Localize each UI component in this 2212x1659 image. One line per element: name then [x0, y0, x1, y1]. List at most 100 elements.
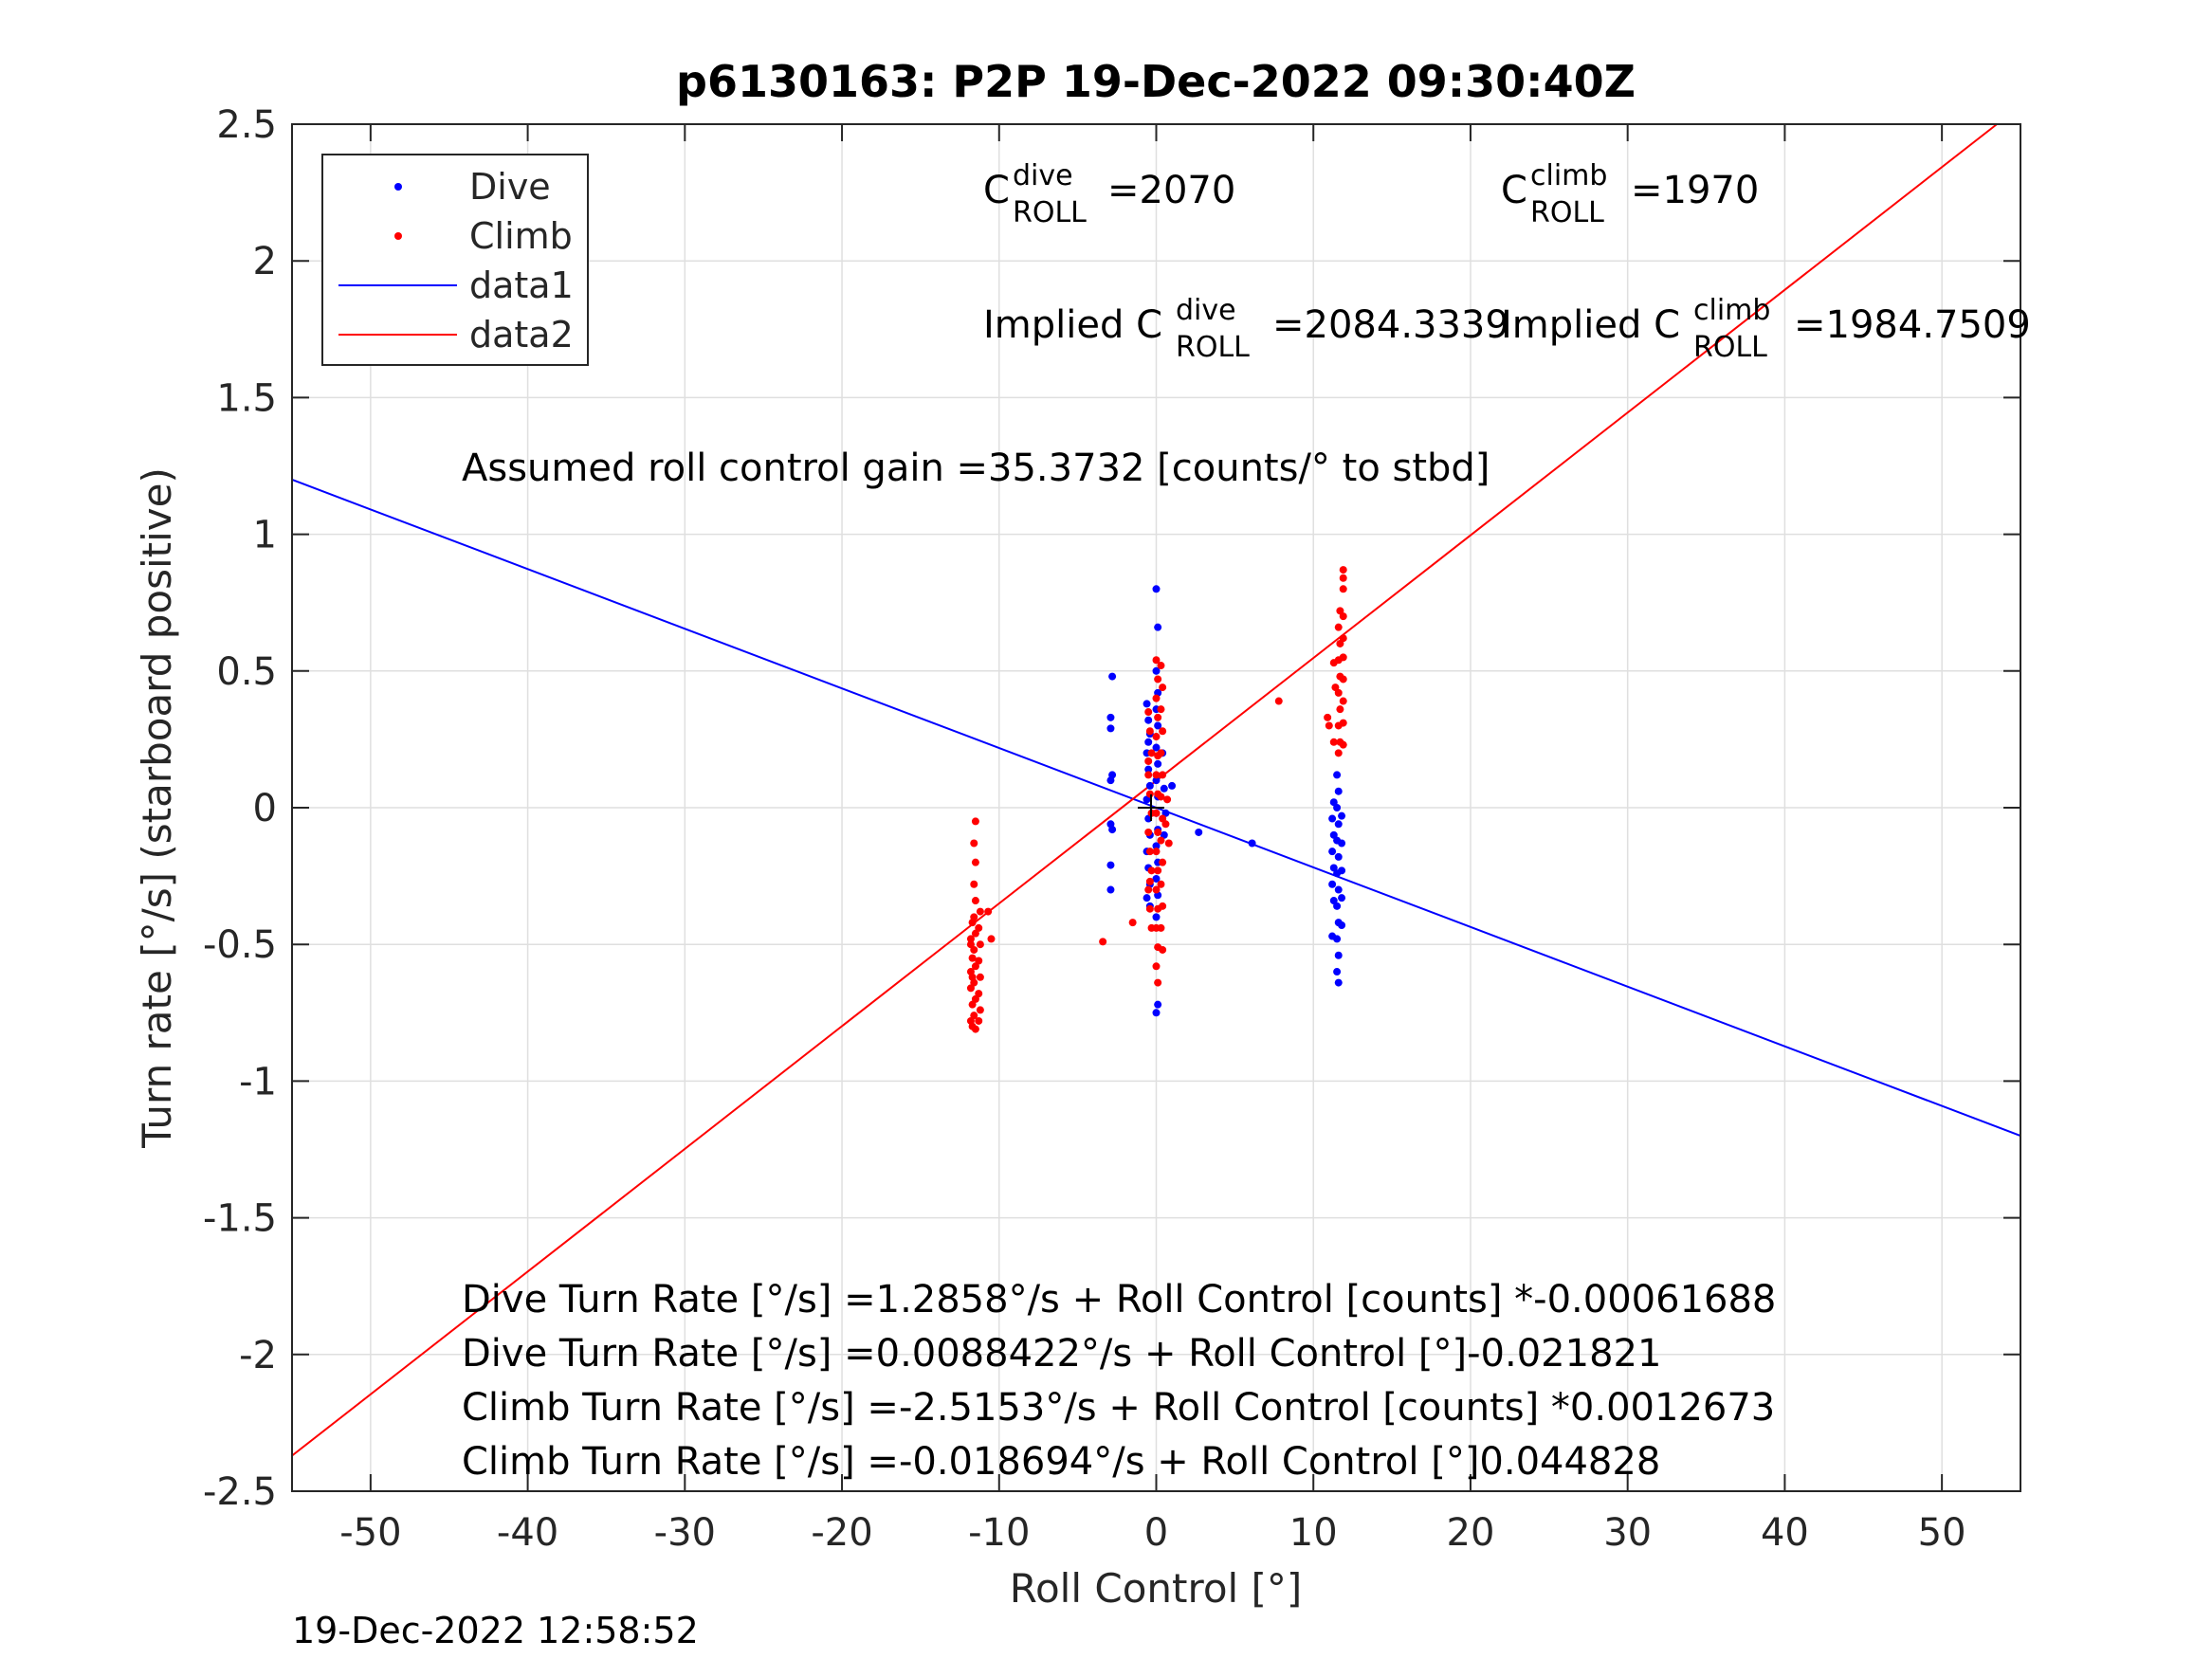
- point-dive: [1334, 885, 1343, 894]
- point-climb: [976, 1006, 984, 1014]
- annotation-c-climb: C climb ROLL =1970: [1501, 159, 1759, 229]
- point-climb: [1144, 771, 1153, 779]
- point-climb: [1274, 697, 1283, 705]
- point-climb: [1339, 585, 1347, 593]
- point-climb: [976, 940, 984, 949]
- annotation-implied-climb-sub: ROLL: [1693, 331, 1767, 364]
- x-axis-label: Roll Control [°]: [1010, 1565, 1303, 1612]
- point-climb: [1154, 713, 1162, 721]
- point-climb: [1154, 866, 1162, 875]
- point-climb: [1161, 820, 1170, 829]
- point-climb: [1159, 902, 1167, 910]
- point-climb: [971, 1025, 979, 1033]
- annotation-c-dive-sup: dive: [1013, 159, 1073, 192]
- point-climb: [1157, 793, 1165, 801]
- annotation-implied-dive-sup: dive: [1176, 294, 1236, 327]
- point-climb: [1159, 684, 1167, 692]
- data-points: [966, 566, 1347, 1033]
- point-climb: [1325, 721, 1333, 730]
- point-climb: [1339, 740, 1347, 749]
- point-climb: [1144, 828, 1153, 836]
- x-tick-label: 50: [1918, 1511, 1966, 1555]
- point-climb: [971, 897, 979, 905]
- point-dive: [1106, 724, 1115, 733]
- annotation-implied-climb-sup: climb: [1693, 294, 1770, 327]
- point-climb: [1145, 790, 1154, 798]
- point-dive: [1338, 811, 1346, 820]
- point-climb: [1334, 749, 1343, 757]
- y-tick-label: -0.5: [203, 923, 277, 967]
- annotation-implied-dive-value: =2084.3339: [1272, 303, 1509, 347]
- point-climb: [1152, 694, 1161, 702]
- point-dive: [1338, 921, 1346, 930]
- y-tick-label: 1: [253, 514, 277, 557]
- x-tick-label: -30: [654, 1511, 716, 1555]
- point-dive: [1154, 623, 1162, 631]
- annotation-gain: Assumed roll control gain =35.3732 [coun…: [462, 447, 1490, 490]
- point-climb: [1334, 623, 1343, 631]
- point-climb: [1099, 938, 1107, 946]
- point-dive: [1152, 776, 1161, 785]
- x-tick-label: 0: [1144, 1511, 1168, 1555]
- annotation-implied-dive: Implied C dive ROLL =2084.3339: [983, 294, 1509, 364]
- point-climb: [1339, 675, 1347, 684]
- point-dive: [1338, 866, 1346, 875]
- point-dive: [1143, 700, 1151, 708]
- y-tick-label: 0: [253, 787, 277, 830]
- point-climb: [1339, 634, 1347, 643]
- point-climb: [1336, 705, 1344, 714]
- point-dive: [1154, 1000, 1162, 1009]
- series-line-data2: [291, 123, 1998, 1457]
- point-dive: [1333, 771, 1342, 779]
- point-climb: [1157, 749, 1165, 757]
- point-dive: [1333, 968, 1342, 976]
- point-dive: [1152, 913, 1161, 921]
- point-dive: [1106, 861, 1115, 869]
- point-climb: [1339, 566, 1347, 574]
- point-dive: [1248, 839, 1256, 848]
- y-tick-label: 1.5: [216, 376, 277, 420]
- point-climb: [1154, 675, 1162, 684]
- point-dive: [1338, 894, 1346, 902]
- point-dive: [1143, 894, 1151, 902]
- y-tick-label: 0.5: [216, 650, 277, 694]
- point-dive: [1333, 935, 1342, 943]
- legend-climb-label: Climb: [469, 215, 573, 257]
- legend-data2-label: data2: [469, 314, 574, 356]
- chart-title: p6130163: P2P 19-Dec-2022 09:30:40Z: [676, 56, 1636, 107]
- annotation-c-dive-value: =2070: [1107, 169, 1235, 212]
- annotation-c-climb-sup: climb: [1530, 159, 1607, 192]
- point-dive: [1152, 585, 1161, 593]
- footer-timestamp: 19-Dec-2022 12:58:52: [292, 1610, 699, 1651]
- point-dive: [1160, 784, 1168, 793]
- y-tick-label: 2: [253, 240, 277, 283]
- point-dive: [1168, 781, 1177, 790]
- point-dive: [1334, 852, 1343, 861]
- y-tick-label: -2.5: [203, 1470, 277, 1514]
- y-tick-label: -1.5: [203, 1197, 277, 1241]
- y-axis-label: Turn rate [°/s] (starboard positive): [134, 467, 180, 1149]
- x-tick-label: -40: [497, 1511, 558, 1555]
- point-climb: [1144, 885, 1153, 894]
- point-dive: [1333, 902, 1342, 910]
- legend-dive-label: Dive: [469, 166, 551, 208]
- point-climb: [1324, 713, 1332, 721]
- point-climb: [970, 945, 978, 954]
- point-dive: [1152, 842, 1161, 850]
- point-dive: [1154, 759, 1162, 768]
- point-dive: [1338, 839, 1346, 848]
- point-climb: [1152, 848, 1161, 856]
- point-climb: [1154, 978, 1162, 987]
- point-climb: [975, 990, 983, 998]
- x-tick-label: -10: [968, 1511, 1030, 1555]
- point-climb: [966, 935, 975, 943]
- point-climb: [1159, 858, 1167, 866]
- point-climb: [1145, 848, 1154, 856]
- legend: Dive Climb data1 data2: [321, 154, 589, 366]
- point-climb: [1164, 839, 1173, 848]
- point-climb: [976, 973, 984, 981]
- annotation-c-climb-sub: ROLL: [1530, 196, 1604, 229]
- point-dive: [1106, 776, 1115, 785]
- point-climb: [1157, 705, 1165, 714]
- point-climb: [975, 923, 983, 932]
